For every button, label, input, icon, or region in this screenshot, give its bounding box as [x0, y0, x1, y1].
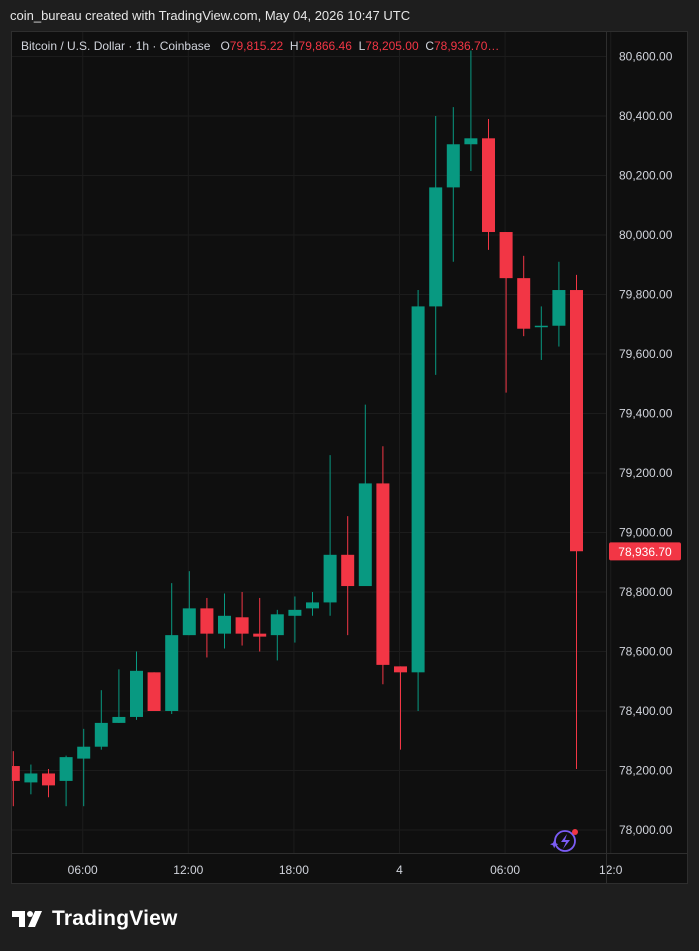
candle-up[interactable] [534, 325, 548, 328]
tradingview-brand: TradingView [52, 907, 178, 930]
close-label: C [425, 39, 434, 53]
tradingview-logo-icon [12, 911, 42, 927]
candlestick-chart[interactable]: 78,000.00 78,200.00 78,400.00 78,600.00 78,8… [0, 0, 699, 900]
y-tick-label: 79,000.00 [619, 526, 673, 540]
candle-up[interactable] [94, 722, 108, 747]
y-tick-label: 80,600.00 [619, 50, 673, 64]
x-tick-label: 18:00 [279, 863, 309, 877]
candle-up[interactable] [446, 144, 460, 188]
close-value: 78,936.70… [434, 39, 500, 53]
candle-up[interactable] [112, 716, 126, 723]
y-tick-label: 78,000.00 [619, 823, 673, 837]
candle-up[interactable] [59, 757, 73, 781]
candle-up[interactable] [464, 138, 478, 145]
candle-down[interactable] [376, 483, 390, 665]
candle-up[interactable] [306, 602, 319, 609]
x-tick-label: 06:00 [68, 863, 98, 877]
candle-up[interactable] [411, 306, 425, 673]
candle-down[interactable] [42, 773, 55, 786]
y-tick-label: 78,400.00 [619, 704, 673, 718]
candle-down[interactable] [517, 278, 531, 329]
candle-up[interactable] [77, 746, 91, 759]
y-tick-label: 79,600.00 [619, 347, 673, 361]
candle-up[interactable] [429, 187, 443, 307]
candle-down[interactable] [235, 617, 249, 634]
y-tick-label: 78,600.00 [619, 645, 673, 659]
y-tick-label: 79,200.00 [619, 466, 673, 480]
high-value: 79,866.46 [298, 39, 352, 53]
x-tick-label: 12:0 [599, 863, 623, 877]
candle-up[interactable] [270, 614, 284, 636]
tradingview-logo[interactable]: TradingView [12, 905, 178, 933]
last-price-label: 78,936.70 [618, 545, 672, 559]
candle-up[interactable] [24, 773, 38, 783]
chart-caption: coin_bureau created with TradingView.com… [10, 8, 411, 23]
candle-down[interactable] [341, 554, 355, 587]
low-value: 78,205.00 [365, 39, 419, 53]
candle-down[interactable] [253, 633, 267, 637]
candle-down[interactable] [7, 766, 20, 781]
candle-up[interactable] [218, 615, 231, 634]
x-tick-label: 06:00 [490, 863, 520, 877]
open-label: O [220, 39, 230, 53]
candle-up[interactable] [358, 483, 372, 587]
y-tick-label: 78,800.00 [619, 585, 673, 599]
high-label: H [289, 39, 299, 53]
candle-up[interactable] [323, 554, 337, 603]
y-tick-label: 80,000.00 [619, 228, 673, 242]
y-tick-label: 78,200.00 [619, 764, 673, 778]
x-tick-label: 12:00 [173, 863, 203, 877]
y-tick-label: 79,800.00 [619, 288, 673, 302]
candle-up[interactable] [130, 670, 143, 717]
candle-up[interactable] [552, 290, 566, 326]
candle-down[interactable] [147, 672, 161, 711]
y-tick-label: 80,200.00 [619, 169, 673, 183]
candle-up[interactable] [288, 609, 302, 616]
candle-up[interactable] [165, 635, 179, 711]
low-label: L [358, 39, 366, 53]
x-tick-label: 4 [396, 863, 403, 877]
open-value: 79,815.22 [229, 39, 284, 53]
candle-down[interactable] [499, 232, 513, 279]
candles-group [7, 50, 583, 807]
candle-down[interactable] [200, 608, 214, 634]
candle-down[interactable] [570, 290, 583, 552]
candle-down[interactable] [394, 666, 407, 673]
candle-up[interactable] [182, 608, 196, 636]
y-tick-label: 80,400.00 [619, 109, 673, 123]
last-price-tag [609, 542, 681, 561]
ohlc-legend: Bitcoin / U.S. Dollar · 1h · Coinbase O7… [21, 39, 499, 53]
y-tick-label: 79,400.00 [619, 407, 673, 421]
candle-down[interactable] [482, 138, 495, 233]
symbol-label[interactable]: Bitcoin / U.S. Dollar · 1h · Coinbase [21, 39, 211, 53]
flash-badge-icon[interactable] [550, 829, 578, 852]
